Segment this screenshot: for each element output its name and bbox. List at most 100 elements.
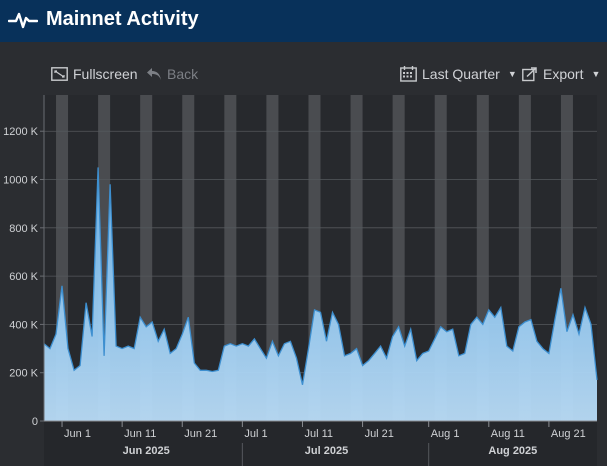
data-point[interactable] bbox=[572, 313, 575, 316]
data-point[interactable] bbox=[560, 287, 563, 290]
data-point[interactable] bbox=[385, 357, 388, 360]
data-point[interactable] bbox=[247, 345, 250, 348]
data-point[interactable] bbox=[469, 323, 472, 326]
data-point[interactable] bbox=[337, 323, 340, 326]
data-point[interactable] bbox=[187, 316, 190, 319]
data-point[interactable] bbox=[295, 357, 298, 360]
x-tick-label: Jul 1 bbox=[244, 428, 267, 440]
data-point[interactable] bbox=[127, 345, 130, 348]
data-point[interactable] bbox=[289, 340, 292, 343]
data-point[interactable] bbox=[79, 364, 82, 367]
data-point[interactable] bbox=[313, 309, 316, 312]
data-point[interactable] bbox=[524, 321, 527, 324]
data-point[interactable] bbox=[349, 352, 352, 355]
data-point[interactable] bbox=[590, 323, 593, 326]
data-point[interactable] bbox=[391, 335, 394, 338]
data-point[interactable] bbox=[67, 347, 70, 350]
title-bar: Mainnet Activity bbox=[0, 0, 607, 42]
back-button[interactable]: Back bbox=[146, 64, 198, 84]
data-point[interactable] bbox=[355, 347, 358, 350]
data-point[interactable] bbox=[109, 183, 112, 186]
data-point[interactable] bbox=[463, 352, 466, 355]
data-point[interactable] bbox=[451, 328, 454, 331]
data-point[interactable] bbox=[481, 323, 484, 326]
data-point[interactable] bbox=[163, 328, 166, 331]
data-point[interactable] bbox=[133, 347, 136, 350]
data-point[interactable] bbox=[343, 355, 346, 358]
data-point[interactable] bbox=[536, 340, 539, 343]
data-point[interactable] bbox=[97, 166, 100, 169]
data-point[interactable] bbox=[433, 338, 436, 341]
data-point[interactable] bbox=[241, 342, 244, 345]
fullscreen-button[interactable]: Fullscreen bbox=[51, 64, 138, 84]
data-point[interactable] bbox=[578, 333, 581, 336]
data-point[interactable] bbox=[235, 345, 238, 348]
data-point[interactable] bbox=[301, 383, 304, 386]
data-point[interactable] bbox=[181, 333, 184, 336]
data-point[interactable] bbox=[373, 352, 376, 355]
data-point[interactable] bbox=[494, 316, 497, 319]
data-point[interactable] bbox=[175, 347, 178, 350]
export-dropdown[interactable]: Export ▼ bbox=[522, 64, 600, 84]
data-point[interactable] bbox=[49, 347, 52, 350]
data-point[interactable] bbox=[554, 318, 557, 321]
data-point[interactable] bbox=[61, 284, 64, 287]
data-point[interactable] bbox=[73, 369, 76, 372]
data-point[interactable] bbox=[139, 316, 142, 319]
data-point[interactable] bbox=[415, 359, 418, 362]
data-point[interactable] bbox=[157, 340, 160, 343]
data-point[interactable] bbox=[427, 350, 430, 353]
data-point[interactable] bbox=[115, 345, 118, 348]
data-point[interactable] bbox=[193, 362, 196, 365]
data-point[interactable] bbox=[367, 359, 370, 362]
data-point[interactable] bbox=[439, 326, 442, 329]
data-point[interactable] bbox=[103, 355, 106, 358]
data-point[interactable] bbox=[457, 355, 460, 358]
data-point[interactable] bbox=[397, 326, 400, 329]
data-point[interactable] bbox=[265, 357, 268, 360]
range-dropdown[interactable]: Last Quarter ▼ bbox=[400, 64, 517, 84]
data-point[interactable] bbox=[55, 333, 58, 336]
data-point[interactable] bbox=[500, 306, 503, 309]
data-point[interactable] bbox=[518, 326, 521, 329]
data-point[interactable] bbox=[277, 355, 280, 358]
data-point[interactable] bbox=[253, 338, 256, 341]
data-point[interactable] bbox=[217, 369, 220, 372]
data-point[interactable] bbox=[121, 347, 124, 350]
data-point[interactable] bbox=[331, 311, 334, 314]
data-point[interactable] bbox=[325, 340, 328, 343]
data-point[interactable] bbox=[506, 345, 509, 348]
data-point[interactable] bbox=[530, 318, 533, 321]
x-tick-label: Jul 21 bbox=[365, 428, 394, 440]
data-point[interactable] bbox=[445, 330, 448, 333]
data-point[interactable] bbox=[566, 330, 569, 333]
data-point[interactable] bbox=[211, 370, 214, 373]
data-point[interactable] bbox=[307, 347, 310, 350]
data-point[interactable] bbox=[403, 345, 406, 348]
data-point[interactable] bbox=[205, 369, 208, 372]
data-point[interactable] bbox=[584, 306, 587, 309]
data-point[interactable] bbox=[361, 364, 364, 367]
data-point[interactable] bbox=[596, 379, 599, 382]
data-point[interactable] bbox=[259, 347, 262, 350]
data-point[interactable] bbox=[85, 301, 88, 304]
data-point[interactable] bbox=[283, 342, 286, 345]
data-point[interactable] bbox=[421, 352, 424, 355]
data-point[interactable] bbox=[169, 352, 172, 355]
data-point[interactable] bbox=[91, 335, 94, 338]
data-point[interactable] bbox=[409, 328, 412, 331]
data-point[interactable] bbox=[199, 369, 202, 372]
data-point[interactable] bbox=[475, 316, 478, 319]
data-point[interactable] bbox=[488, 309, 491, 312]
data-point[interactable] bbox=[319, 311, 322, 314]
data-point[interactable] bbox=[379, 345, 382, 348]
data-point[interactable] bbox=[512, 350, 515, 353]
data-point[interactable] bbox=[271, 340, 274, 343]
data-point[interactable] bbox=[229, 342, 232, 345]
data-point[interactable] bbox=[145, 326, 148, 329]
data-point[interactable] bbox=[542, 347, 545, 350]
data-point[interactable] bbox=[151, 321, 154, 324]
data-point[interactable] bbox=[548, 352, 551, 355]
data-point[interactable] bbox=[223, 345, 226, 348]
